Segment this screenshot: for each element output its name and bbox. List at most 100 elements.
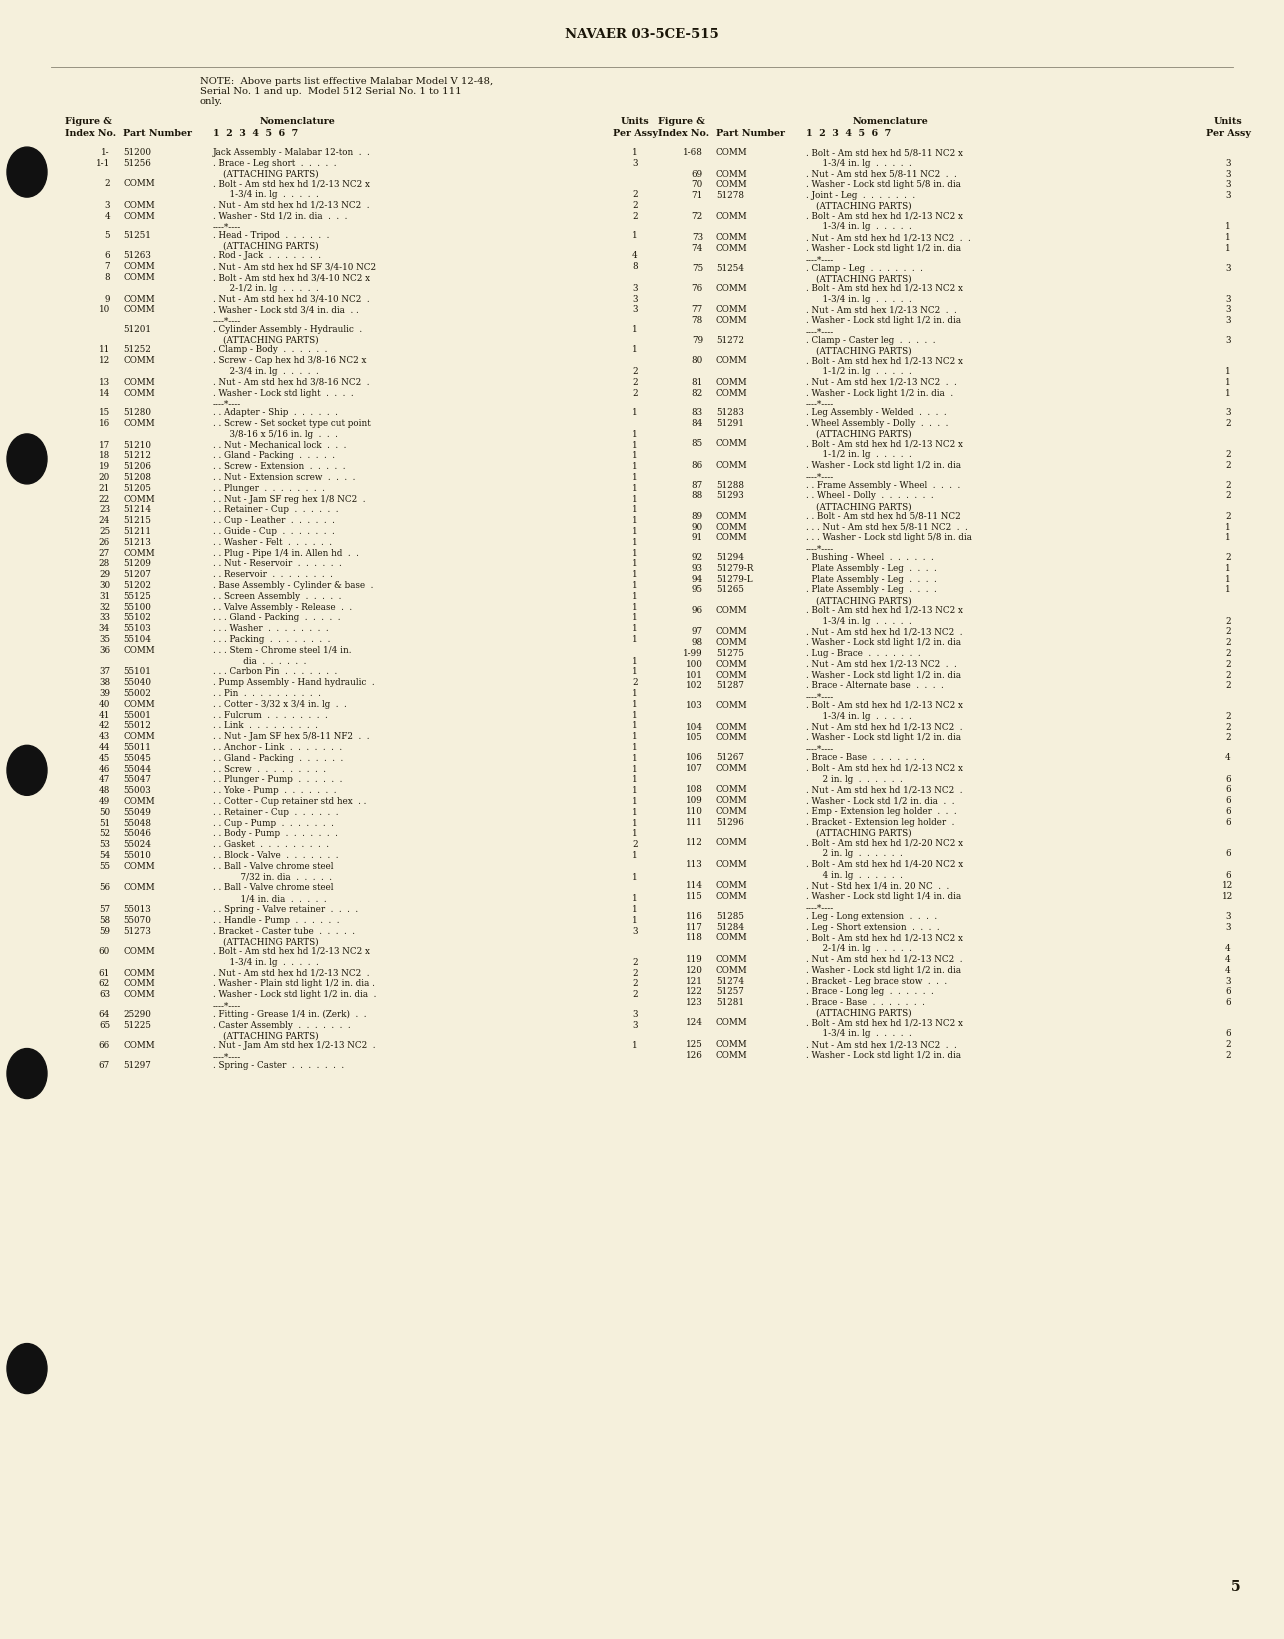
Text: . . Valve Assembly - Release  .  .: . . Valve Assembly - Release . . xyxy=(213,603,352,611)
Text: . Screw - Cap hex hd 3/8-16 NC2 x: . Screw - Cap hex hd 3/8-16 NC2 x xyxy=(213,356,366,365)
Text: . Washer - Lock std 1/2 in. dia  .  .: . Washer - Lock std 1/2 in. dia . . xyxy=(806,797,954,805)
Text: (ATTACHING PARTS): (ATTACHING PARTS) xyxy=(223,336,318,344)
Text: 4: 4 xyxy=(632,251,638,261)
Text: 102: 102 xyxy=(686,682,704,690)
Text: 1: 1 xyxy=(1225,575,1231,583)
Text: 109: 109 xyxy=(686,797,704,805)
Text: 63: 63 xyxy=(99,990,110,1000)
Text: 1-3/4 in. lg  .  .  .  .  .: 1-3/4 in. lg . . . . . xyxy=(806,295,912,303)
Text: 51213: 51213 xyxy=(123,538,152,547)
Text: 3: 3 xyxy=(1225,192,1231,200)
Text: COMM: COMM xyxy=(716,892,747,901)
Text: 55101: 55101 xyxy=(123,667,152,677)
Text: . Washer - Lock std light 1/2 in. dia: . Washer - Lock std light 1/2 in. dia xyxy=(806,733,962,742)
Text: . Nut - Am std hex hd 1/2-13 NC2  .: . Nut - Am std hex hd 1/2-13 NC2 . xyxy=(806,785,963,795)
Text: COMM: COMM xyxy=(123,356,154,365)
Text: COMM: COMM xyxy=(123,388,154,398)
Text: 1: 1 xyxy=(632,765,638,774)
Text: 77: 77 xyxy=(692,305,704,315)
Text: 112: 112 xyxy=(686,838,704,847)
Text: . Nut - Am std hex 1/2-13 NC2  .  .: . Nut - Am std hex 1/2-13 NC2 . . xyxy=(806,1041,957,1049)
Text: 55011: 55011 xyxy=(123,742,152,752)
Text: COMM: COMM xyxy=(716,764,747,774)
Text: 55024: 55024 xyxy=(123,841,152,849)
Text: 1: 1 xyxy=(1225,523,1231,531)
Text: 51272: 51272 xyxy=(716,336,743,344)
Text: 1: 1 xyxy=(632,905,638,915)
Text: . Washer - Lock std light 1/4 in. dia: . Washer - Lock std light 1/4 in. dia xyxy=(806,892,962,901)
Text: (ATTACHING PARTS): (ATTACHING PARTS) xyxy=(817,274,912,284)
Text: 2: 2 xyxy=(632,841,638,849)
Text: ----*----: ----*---- xyxy=(213,316,241,325)
Text: . Caster Assembly  .  .  .  .  .  .  .: . Caster Assembly . . . . . . . xyxy=(213,1021,351,1029)
Text: . . Anchor - Link  .  .  .  .  .  .  .: . . Anchor - Link . . . . . . . xyxy=(213,742,342,752)
Text: 26: 26 xyxy=(99,538,110,547)
Text: COMM: COMM xyxy=(716,606,747,615)
Text: 120: 120 xyxy=(686,965,704,975)
Text: 2: 2 xyxy=(1225,1051,1231,1060)
Text: 1: 1 xyxy=(632,592,638,602)
Text: 3: 3 xyxy=(1225,180,1231,190)
Text: 96: 96 xyxy=(692,606,704,615)
Text: COMM: COMM xyxy=(716,785,747,795)
Text: 15: 15 xyxy=(99,408,110,418)
Text: 2: 2 xyxy=(1225,420,1231,428)
Text: . Washer - Std 1/2 in. dia  .  .  .: . Washer - Std 1/2 in. dia . . . xyxy=(213,211,348,221)
Text: . . Nut - Jam SF reg hex 1/8 NC2  .: . . Nut - Jam SF reg hex 1/8 NC2 . xyxy=(213,495,366,503)
Text: . . Cup - Pump  .  .  .  .  .  .  .: . . Cup - Pump . . . . . . . xyxy=(213,818,334,828)
Text: 55045: 55045 xyxy=(123,754,152,762)
Text: 6: 6 xyxy=(1225,849,1231,857)
Text: 1: 1 xyxy=(1225,223,1231,231)
Text: 79: 79 xyxy=(692,336,704,344)
Text: 2 in. lg  .  .  .  .  .  .: 2 in. lg . . . . . . xyxy=(806,775,903,783)
Text: . . Plunger - Pump  .  .  .  .  .  .: . . Plunger - Pump . . . . . . xyxy=(213,775,343,785)
Text: COMM: COMM xyxy=(716,523,747,531)
Text: . Bolt - Am std hex hd 1/2-13 NC2 x: . Bolt - Am std hex hd 1/2-13 NC2 x xyxy=(806,606,963,615)
Text: 121: 121 xyxy=(686,977,704,985)
Text: . . Cotter - Cup retainer std hex  . .: . . Cotter - Cup retainer std hex . . xyxy=(213,797,366,806)
Text: 1: 1 xyxy=(632,484,638,493)
Text: 21: 21 xyxy=(99,484,110,493)
Text: . . Nut - Reservoir  .  .  .  .  .  .: . . Nut - Reservoir . . . . . . xyxy=(213,559,342,569)
Text: 51209: 51209 xyxy=(123,559,152,569)
Text: 98: 98 xyxy=(692,638,704,647)
Text: ----*----: ----*---- xyxy=(806,472,835,480)
Text: 1: 1 xyxy=(1225,585,1231,595)
Text: 4: 4 xyxy=(1225,944,1231,954)
Text: 22: 22 xyxy=(99,495,110,503)
Text: (ATTACHING PARTS): (ATTACHING PARTS) xyxy=(817,829,912,838)
Text: 4: 4 xyxy=(1225,956,1231,964)
Text: 6: 6 xyxy=(1225,785,1231,795)
Text: . . Nut - Extension screw  .  .  .  .: . . Nut - Extension screw . . . . xyxy=(213,474,356,482)
Text: . Nut - Am std hex hd SF 3/4-10 NC2: . Nut - Am std hex hd SF 3/4-10 NC2 xyxy=(213,262,376,272)
Text: 55012: 55012 xyxy=(123,721,152,731)
Text: . Head - Tripod  .  .  .  .  .  .: . Head - Tripod . . . . . . xyxy=(213,231,330,241)
Text: 2: 2 xyxy=(1225,552,1231,562)
Text: . Bolt - Am std hex hd 1/2-13 NC2 x: . Bolt - Am std hex hd 1/2-13 NC2 x xyxy=(806,284,963,293)
Text: Plate Assembly - Leg  .  .  .  .: Plate Assembly - Leg . . . . xyxy=(806,575,937,583)
Text: 9: 9 xyxy=(104,295,110,303)
Text: 83: 83 xyxy=(692,408,704,418)
Text: Per Assy: Per Assy xyxy=(1206,129,1251,138)
Text: 29: 29 xyxy=(99,570,110,579)
Text: 12: 12 xyxy=(1222,892,1234,901)
Text: 1: 1 xyxy=(632,462,638,472)
Text: 3: 3 xyxy=(632,305,638,315)
Text: . Washer - Lock std light  .  .  .  .: . Washer - Lock std light . . . . xyxy=(213,388,353,398)
Text: . Bolt - Am std hex hd 5/8-11 NC2 x: . Bolt - Am std hex hd 5/8-11 NC2 x xyxy=(806,148,963,157)
Text: 2: 2 xyxy=(632,200,638,210)
Text: . Leg - Short extension  .  .  .  .: . Leg - Short extension . . . . xyxy=(806,923,940,931)
Text: COMM: COMM xyxy=(123,883,154,893)
Text: 1-1: 1-1 xyxy=(96,159,110,167)
Text: 86: 86 xyxy=(692,461,704,470)
Text: 51257: 51257 xyxy=(716,987,743,997)
Text: . . . Gland - Packing  .  .  .  .  .: . . . Gland - Packing . . . . . xyxy=(213,613,340,623)
Text: . Washer - Lock std 3/4 in. dia  . .: . Washer - Lock std 3/4 in. dia . . xyxy=(213,305,358,315)
Text: 51297: 51297 xyxy=(123,1060,152,1070)
Text: 3: 3 xyxy=(1225,316,1231,325)
Text: . . . Stem - Chrome steel 1/4 in.: . . . Stem - Chrome steel 1/4 in. xyxy=(213,646,352,656)
Text: COMM: COMM xyxy=(716,661,747,669)
Text: COMM: COMM xyxy=(716,1018,747,1028)
Text: 51263: 51263 xyxy=(123,251,152,261)
Text: 1: 1 xyxy=(632,634,638,644)
